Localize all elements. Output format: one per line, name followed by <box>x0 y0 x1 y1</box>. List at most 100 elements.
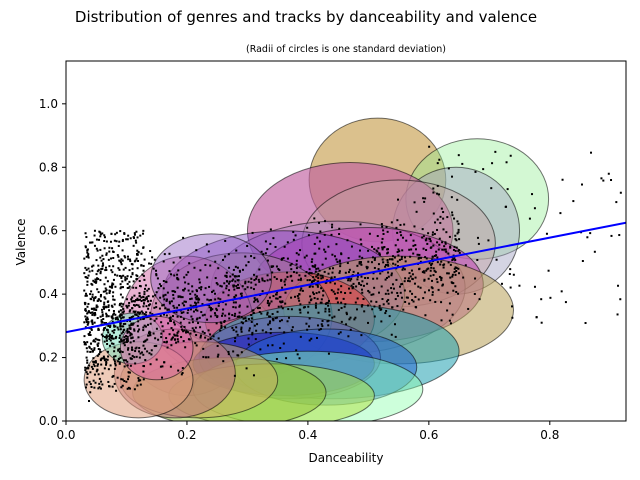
track-point <box>269 242 272 245</box>
x-tick-label: 0.8 <box>540 428 559 442</box>
track-point <box>414 306 417 309</box>
track-point <box>122 322 125 325</box>
track-point <box>115 231 118 234</box>
track-point <box>258 280 261 283</box>
track-point <box>105 240 108 243</box>
track-point <box>101 265 104 268</box>
track-point <box>324 307 327 310</box>
track-point <box>396 219 399 222</box>
trend-line <box>66 221 626 334</box>
track-point <box>89 334 92 337</box>
track-point <box>511 316 514 319</box>
track-point <box>225 280 228 283</box>
track-point <box>90 342 93 345</box>
track-point <box>123 380 126 383</box>
track-point <box>367 304 370 307</box>
track-point <box>168 270 171 273</box>
track-point <box>295 271 298 274</box>
track-point <box>508 273 511 276</box>
track-point <box>217 304 220 307</box>
track-point <box>245 264 248 267</box>
track-point <box>269 315 272 318</box>
track-point <box>421 228 424 231</box>
track-point <box>176 276 179 279</box>
track-point <box>139 285 142 288</box>
track-point <box>311 285 314 288</box>
track-point <box>259 348 262 351</box>
track-point <box>202 355 205 358</box>
track-point <box>107 315 110 318</box>
track-point <box>121 280 124 283</box>
track-point <box>462 276 465 279</box>
track-point <box>313 297 316 300</box>
axis-ticks: 0.0 0.2 0.4 0.6 0.80.00.20.40.60.81.0 <box>39 97 559 442</box>
track-point <box>396 305 399 308</box>
track-point <box>117 244 120 247</box>
track-point <box>151 256 154 259</box>
track-point <box>241 285 244 288</box>
track-point <box>432 187 435 190</box>
track-point <box>451 282 454 285</box>
track-point <box>283 280 286 283</box>
track-point <box>310 272 313 275</box>
track-point <box>198 278 201 281</box>
track-point <box>177 269 180 272</box>
track-point <box>103 296 106 299</box>
track-point <box>310 337 313 340</box>
track-point <box>348 318 351 321</box>
track-point <box>119 356 122 359</box>
track-point <box>453 271 456 274</box>
track-point <box>194 308 197 311</box>
track-point <box>116 274 119 277</box>
track-point <box>330 277 333 280</box>
track-point <box>413 282 416 285</box>
track-point <box>425 237 428 240</box>
track-point <box>581 260 584 263</box>
track-point <box>194 342 197 345</box>
track-point <box>96 364 99 367</box>
track-point <box>149 311 152 314</box>
track-point <box>234 275 237 278</box>
track-point <box>395 226 398 229</box>
track-point <box>96 299 99 302</box>
track-point <box>89 391 92 394</box>
track-point <box>99 359 102 362</box>
track-point <box>533 207 536 210</box>
track-point <box>172 321 175 324</box>
track-point <box>253 256 256 259</box>
track-point <box>373 248 376 251</box>
track-point <box>287 308 290 311</box>
track-point <box>107 324 110 327</box>
track-point <box>338 259 341 262</box>
track-point <box>126 338 129 341</box>
track-point <box>161 376 164 379</box>
track-point <box>86 361 89 364</box>
track-point <box>172 329 175 332</box>
track-point <box>386 230 389 233</box>
track-point <box>280 279 283 282</box>
track-point <box>101 308 104 311</box>
track-point <box>168 252 171 255</box>
track-point <box>378 307 381 310</box>
track-point <box>122 329 125 332</box>
track-point <box>607 172 610 175</box>
track-point <box>86 251 89 254</box>
track-point <box>272 237 275 240</box>
track-point <box>143 290 146 293</box>
track-point <box>122 303 125 306</box>
track-point <box>162 295 165 298</box>
track-point <box>88 345 91 348</box>
track-point <box>105 334 108 337</box>
track-point <box>331 226 334 229</box>
track-point <box>198 281 201 284</box>
track-point <box>387 292 390 295</box>
track-point <box>130 316 133 319</box>
track-point <box>177 369 180 372</box>
track-point <box>140 299 143 302</box>
track-point <box>426 268 429 271</box>
track-point <box>132 286 135 289</box>
track-point <box>137 377 140 380</box>
track-point <box>442 211 445 214</box>
track-point <box>313 265 316 268</box>
track-point <box>246 305 249 308</box>
